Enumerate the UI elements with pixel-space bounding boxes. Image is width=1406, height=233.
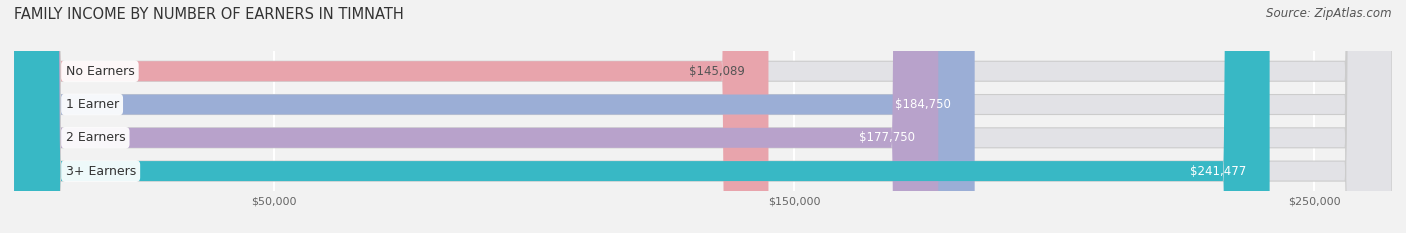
FancyBboxPatch shape xyxy=(14,0,1270,233)
Text: $177,750: $177,750 xyxy=(859,131,915,144)
FancyBboxPatch shape xyxy=(14,0,1392,233)
Text: FAMILY INCOME BY NUMBER OF EARNERS IN TIMNATH: FAMILY INCOME BY NUMBER OF EARNERS IN TI… xyxy=(14,7,404,22)
FancyBboxPatch shape xyxy=(14,0,1392,233)
Text: Source: ZipAtlas.com: Source: ZipAtlas.com xyxy=(1267,7,1392,20)
Text: 1 Earner: 1 Earner xyxy=(66,98,118,111)
FancyBboxPatch shape xyxy=(14,0,974,233)
Text: 3+ Earners: 3+ Earners xyxy=(66,164,136,178)
Text: $145,089: $145,089 xyxy=(689,65,745,78)
Text: 2 Earners: 2 Earners xyxy=(66,131,125,144)
FancyBboxPatch shape xyxy=(14,0,1392,233)
Text: $241,477: $241,477 xyxy=(1189,164,1246,178)
FancyBboxPatch shape xyxy=(14,0,1392,233)
Text: $184,750: $184,750 xyxy=(896,98,952,111)
Text: No Earners: No Earners xyxy=(66,65,135,78)
FancyBboxPatch shape xyxy=(14,0,769,233)
FancyBboxPatch shape xyxy=(14,0,938,233)
